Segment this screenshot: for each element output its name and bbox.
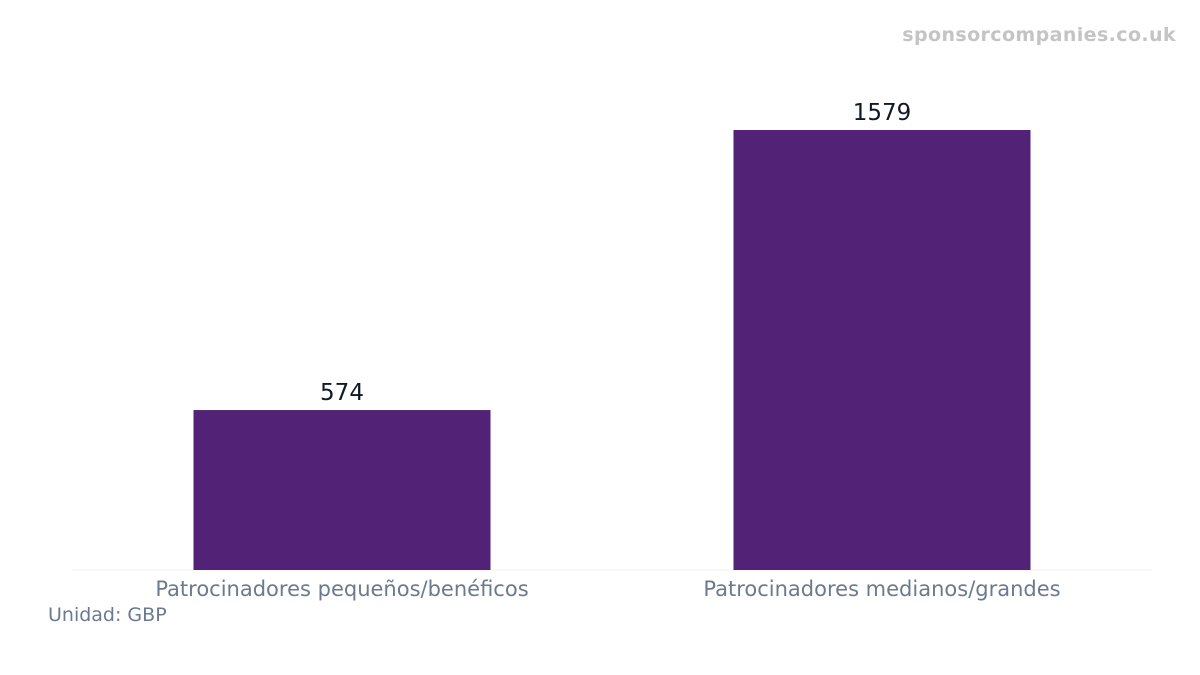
value-label-1: 574 [320, 380, 364, 406]
value-label-2: 1579 [853, 100, 912, 126]
unit-label: Unidad: GBP [48, 604, 167, 626]
x-tick-label-2: Patrocinadores medianos/grandes [703, 577, 1060, 601]
x-tick-label-1: Patrocinadores pequeños/benéficos [155, 577, 528, 601]
bar-2 [733, 130, 1031, 570]
bars-group [193, 130, 1031, 570]
bar-1 [193, 410, 491, 570]
x-tick-labels-group: Patrocinadores pequeños/benéficos Patroci… [155, 577, 1060, 601]
watermark: sponsorcompanies.co.uk [902, 24, 1176, 46]
value-labels-group: 574 1579 [320, 100, 911, 406]
